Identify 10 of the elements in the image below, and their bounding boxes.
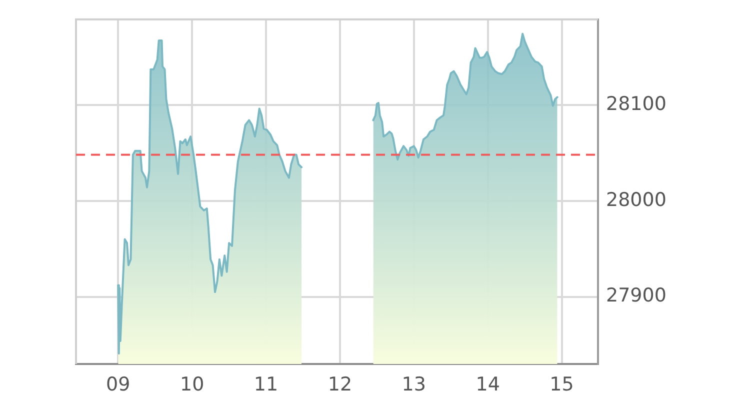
x-tick-label: 10 bbox=[180, 373, 204, 396]
x-tick-label: 15 bbox=[550, 373, 574, 396]
x-tick-label: 11 bbox=[254, 373, 278, 396]
x-tick-label: 12 bbox=[328, 373, 352, 396]
x-tick-label: 14 bbox=[476, 373, 500, 396]
x-tick-label: 13 bbox=[402, 373, 426, 396]
y-tick-label: 28100 bbox=[606, 92, 666, 115]
x-tick-label: 09 bbox=[106, 373, 130, 396]
y-tick-label: 28000 bbox=[606, 188, 666, 211]
y-tick-label: 27900 bbox=[606, 284, 666, 307]
